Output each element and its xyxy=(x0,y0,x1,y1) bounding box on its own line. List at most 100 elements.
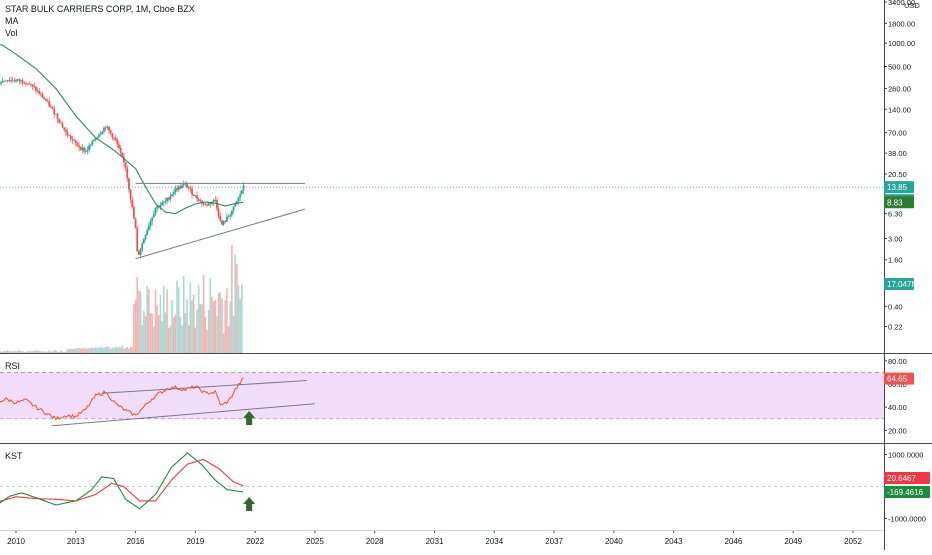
volume-bar xyxy=(228,327,230,353)
volume-bar xyxy=(25,352,27,353)
volume-bar xyxy=(68,349,70,353)
volume-bar xyxy=(17,351,19,353)
kst-legend[interactable]: KST xyxy=(5,451,23,461)
volume-bar xyxy=(123,348,125,353)
volume-bar xyxy=(151,314,153,353)
volume-bar xyxy=(165,312,167,353)
candle-body xyxy=(12,80,14,81)
volume-bar xyxy=(73,349,75,353)
candle-body xyxy=(91,140,93,144)
candle-body xyxy=(229,215,231,216)
volume-bar xyxy=(22,351,24,353)
volume-bar xyxy=(170,326,172,353)
candle-body xyxy=(165,201,167,202)
candle-body xyxy=(226,217,228,222)
candle-body xyxy=(163,202,165,203)
candle-body xyxy=(136,228,138,252)
candle-body xyxy=(214,200,216,201)
candle-body xyxy=(178,186,180,189)
candle-body xyxy=(72,139,74,140)
candle-body xyxy=(73,140,75,141)
candle-body xyxy=(30,84,32,85)
volume-bar xyxy=(5,351,7,353)
price-axis-label: 70.00 xyxy=(888,129,907,138)
candle-body xyxy=(75,141,77,144)
rsi-legend[interactable]: RSI xyxy=(5,361,20,371)
volume-bar xyxy=(72,349,74,353)
candle-body xyxy=(53,109,55,115)
candle-body xyxy=(116,140,118,145)
volume-bar xyxy=(83,348,85,353)
volume-bar xyxy=(160,295,162,353)
vol-legend[interactable]: Vol xyxy=(5,28,18,38)
volume-bar xyxy=(238,285,240,353)
candle-body xyxy=(5,81,7,82)
volume-bar xyxy=(118,347,120,353)
candle-body xyxy=(130,189,132,199)
volume-bar xyxy=(10,351,12,353)
candle-body xyxy=(153,214,155,218)
volume-bar xyxy=(223,333,225,353)
volume-bar xyxy=(196,309,198,353)
candle-body xyxy=(63,128,65,130)
candle-body xyxy=(118,145,120,148)
volume-bar xyxy=(183,276,185,353)
volume-bar xyxy=(48,350,50,353)
price-axis-label: 1.60 xyxy=(888,256,903,265)
volume-bar xyxy=(210,278,212,353)
volume-bar xyxy=(145,317,147,353)
volume-bar xyxy=(24,352,26,353)
candle-body xyxy=(206,205,208,206)
volume-bar xyxy=(98,348,100,353)
candle-body xyxy=(221,220,223,224)
volume-bar xyxy=(2,352,4,353)
time-axis-label: 2022 xyxy=(246,537,264,546)
candle-body xyxy=(68,135,70,136)
candle-body xyxy=(181,185,183,188)
candle-body xyxy=(203,203,205,204)
candle-body xyxy=(25,83,27,84)
volume-bar xyxy=(171,300,173,353)
volume-bar xyxy=(53,351,55,353)
volume-bar xyxy=(112,347,114,353)
volume-bar xyxy=(241,285,243,353)
volume-bar xyxy=(158,315,160,353)
candle-body xyxy=(135,218,137,227)
volume-bar xyxy=(231,245,233,353)
candle-body xyxy=(47,101,49,102)
candle-body xyxy=(113,138,115,139)
volume-bar xyxy=(9,351,11,353)
volume-bar xyxy=(221,298,223,353)
candle-body xyxy=(234,204,236,206)
candle-body xyxy=(90,144,92,145)
candle-body xyxy=(168,198,170,200)
candle-body xyxy=(60,123,62,124)
volume-bar xyxy=(120,348,122,353)
ma-legend[interactable]: MA xyxy=(5,16,19,26)
volume-bar xyxy=(188,325,190,353)
candle-body xyxy=(15,80,17,81)
volume-bar xyxy=(153,327,155,353)
volume-bar xyxy=(103,347,105,353)
ma-line xyxy=(0,45,243,214)
candle-body xyxy=(140,249,142,255)
candle-body xyxy=(77,143,79,146)
volume-bar xyxy=(186,300,188,353)
volume-bar xyxy=(14,351,16,353)
volume-bar xyxy=(163,286,165,353)
candle-body xyxy=(88,146,90,150)
volume-bar xyxy=(141,325,143,353)
candle-body xyxy=(125,162,127,168)
volume-bar xyxy=(58,352,60,353)
candle-body xyxy=(70,136,72,139)
volume-bar xyxy=(43,351,45,353)
volume-bar xyxy=(110,349,112,353)
candle-body xyxy=(204,204,206,205)
volume-bar xyxy=(195,328,197,353)
time-axis-label: 2043 xyxy=(665,537,683,546)
candle-body xyxy=(0,83,2,84)
candle-body xyxy=(145,235,147,239)
price-axis-label: 6.30 xyxy=(888,210,903,219)
candle-body xyxy=(3,81,5,82)
